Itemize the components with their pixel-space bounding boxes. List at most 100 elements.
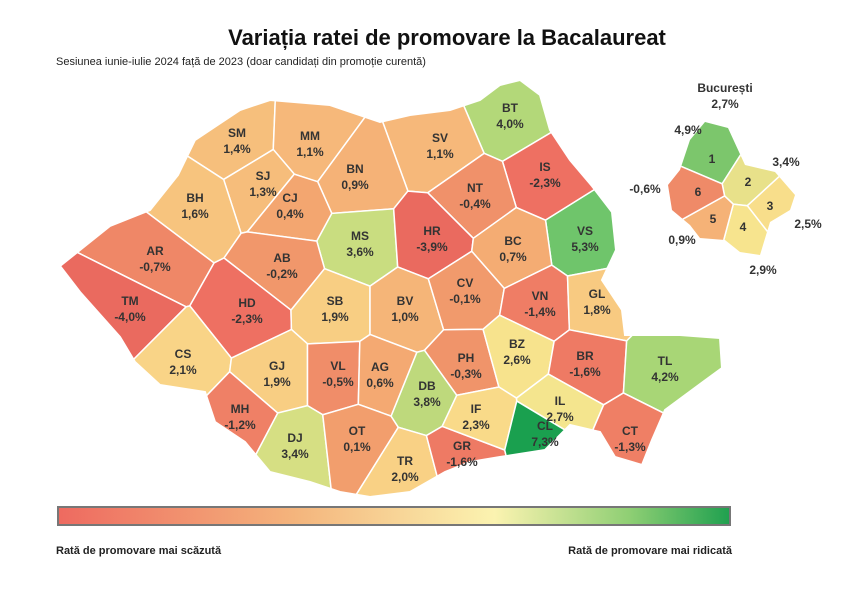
county-value: -4,0% [114, 310, 146, 324]
county-value: 2,0% [391, 470, 419, 484]
county-value: -1,2% [224, 418, 256, 432]
bucharest-inset: București 2,7% 1 4,9% 2 3,4% 3 2,5% 4 2,9% 5 0,9% 6 -… [629, 81, 822, 277]
county-value: 0,6% [366, 376, 394, 390]
county-value: 1,1% [426, 147, 454, 161]
county [176, 404, 337, 497]
sector-areas [668, 122, 795, 255]
county-code: BH [186, 191, 203, 205]
county-code: MH [231, 402, 250, 416]
bucharest-value: 2,7% [711, 97, 739, 111]
county-value: 0,9% [341, 178, 369, 192]
county-value: 3,6% [346, 245, 374, 259]
county-code: TM [121, 294, 138, 308]
county-code: BN [346, 162, 363, 176]
sector-value: 4,9% [674, 123, 702, 137]
county-code: BV [397, 294, 414, 308]
county-code: TL [658, 354, 673, 368]
county-code: CT [622, 424, 639, 438]
county-value: 4,0% [496, 117, 524, 131]
county-value: 1,9% [263, 375, 291, 389]
county-code: MM [300, 129, 320, 143]
county-value: 3,8% [413, 395, 441, 409]
county-code: GJ [269, 359, 285, 373]
sector-number: 1 [709, 152, 716, 166]
sector-value: 2,5% [794, 217, 822, 231]
county-code: VN [532, 289, 549, 303]
county-value: -0,2% [266, 267, 298, 281]
sector-value: 0,9% [668, 233, 696, 247]
county-code: MS [351, 229, 369, 243]
county-code: SM [228, 126, 246, 140]
county-code: CV [457, 276, 474, 290]
county-value: 1,3% [249, 185, 277, 199]
county-code: NT [467, 181, 484, 195]
county-value: -0,1% [449, 292, 481, 306]
county-value: 0,4% [276, 207, 304, 221]
legend-low: Rată de promovare mai scăzută [56, 545, 222, 557]
county-value: -0,5% [322, 375, 354, 389]
county-value: 2,6% [503, 353, 531, 367]
county-value: 4,2% [651, 370, 679, 384]
county [60, 304, 233, 497]
county-value: -0,3% [450, 367, 482, 381]
county-code: HR [423, 224, 441, 238]
subtitle: Sesiunea iunie-iulie 2024 față de 2023 (… [56, 56, 426, 68]
county-value: 1,1% [296, 145, 324, 159]
bucharest-title: București [697, 81, 752, 95]
county-code: VS [577, 224, 593, 238]
county-value: 2,7% [546, 410, 574, 424]
sector-number: 4 [740, 220, 747, 234]
county-value: -2,3% [231, 312, 263, 326]
county-value: 2,1% [169, 363, 197, 377]
county-code: VL [330, 359, 345, 373]
sector-value: 2,9% [749, 263, 777, 277]
county-value: -2,3% [529, 176, 561, 190]
sector-number: 5 [710, 212, 717, 226]
county-code: CJ [282, 191, 297, 205]
county-code: BT [502, 101, 519, 115]
county-code: SB [327, 294, 344, 308]
county-value: 1,9% [321, 310, 349, 324]
county-value: 1,8% [583, 303, 611, 317]
county-value: -1,3% [614, 440, 646, 454]
county-value: 1,0% [391, 310, 419, 324]
county-code: GR [453, 439, 471, 453]
county-value: -0,4% [459, 197, 491, 211]
county-code: AR [146, 244, 164, 258]
county-code: TR [397, 454, 413, 468]
sector-number: 3 [767, 199, 774, 213]
county-value: 1,6% [181, 207, 209, 221]
county-value: 1,4% [223, 142, 251, 156]
county-code: PH [458, 351, 475, 365]
county-value: 5,3% [571, 240, 599, 254]
county-value: -1,4% [524, 305, 556, 319]
county-code: BR [576, 349, 594, 363]
county-value: 2,3% [462, 418, 490, 432]
county-code: CS [175, 347, 192, 361]
county-code: SV [432, 131, 448, 145]
color-scale [57, 506, 731, 526]
county-code: BC [504, 234, 522, 248]
sector-number: 6 [695, 185, 702, 199]
sector-number: 2 [745, 175, 752, 189]
county-code: CL [537, 419, 553, 433]
county-value: -1,6% [446, 455, 478, 469]
legend-high: Rată de promovare mai ridicată [568, 545, 733, 557]
county-value: 3,4% [281, 447, 309, 461]
county-code: SJ [256, 169, 271, 183]
sector-value: 3,4% [772, 155, 800, 169]
county-code: HD [238, 296, 256, 310]
county-code: OT [349, 424, 366, 438]
county-code: IL [555, 394, 566, 408]
county-value: -0,7% [139, 260, 171, 274]
county-value: -3,9% [416, 240, 448, 254]
county-code: IF [471, 402, 482, 416]
county-code: AG [371, 360, 389, 374]
county-code: DB [418, 379, 436, 393]
sector [668, 147, 726, 245]
sector [746, 137, 795, 255]
county-code: AB [273, 251, 291, 265]
county-code: GL [589, 287, 606, 301]
country-border [58, 78, 724, 499]
county-code: IS [539, 160, 550, 174]
